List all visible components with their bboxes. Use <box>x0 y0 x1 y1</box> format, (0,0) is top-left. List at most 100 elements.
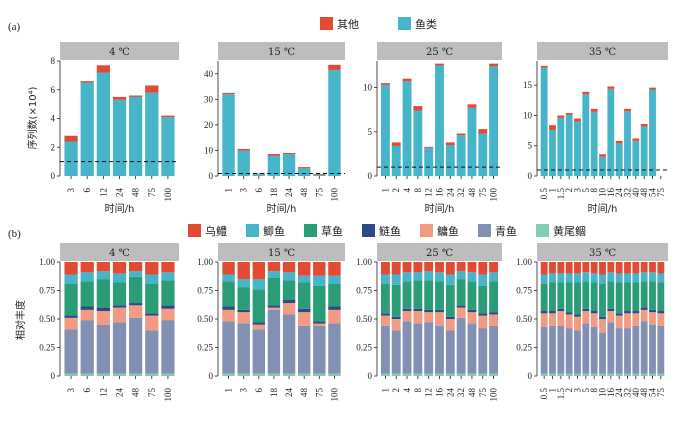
bar-segment <box>64 329 78 374</box>
bar-segment <box>456 307 466 318</box>
bar-segment <box>380 84 390 176</box>
bar-segment <box>445 319 455 331</box>
bar-segment <box>435 262 444 273</box>
x-tick-label: 12 <box>424 188 434 197</box>
bar-segment <box>489 373 499 376</box>
bar-segment <box>574 373 581 376</box>
y-tick-label: 20 <box>204 120 214 130</box>
bar-segment <box>549 125 556 130</box>
bar-segment <box>413 106 423 111</box>
bar-segment <box>574 314 581 317</box>
bar-segment <box>161 115 175 118</box>
bar-segment <box>297 308 311 313</box>
x-tick-label: 54 <box>648 388 658 398</box>
bar-segment <box>582 281 590 309</box>
bar-segment <box>565 314 573 329</box>
bar-segment <box>252 289 266 323</box>
bar-segment <box>590 108 598 112</box>
bar-segment <box>599 316 606 319</box>
bar-segment <box>413 311 423 324</box>
bar-segment <box>402 321 412 374</box>
bar-segment <box>582 308 590 312</box>
bar-segment <box>161 373 175 376</box>
bar-segment <box>640 126 648 176</box>
facet-strip <box>218 42 345 60</box>
bar-segment <box>582 262 590 273</box>
x-tick-label: 3 <box>66 388 76 393</box>
bar-segment <box>632 313 640 326</box>
bar-segment <box>282 373 296 376</box>
x-tick-label: 75 <box>478 188 488 198</box>
y-tick-label: 0 <box>528 371 533 381</box>
bar-segment <box>145 373 159 376</box>
bar-segment <box>282 303 296 315</box>
y-tick-label: 0.50 <box>197 314 213 324</box>
x-tick-label: 4 <box>402 388 412 393</box>
legend-bottom-swatch <box>478 224 491 237</box>
bar-segment <box>129 373 143 376</box>
bar-segment <box>615 273 623 283</box>
bar-segment <box>80 320 94 374</box>
bar-segment <box>112 307 127 323</box>
bar-segment <box>313 285 326 322</box>
bar-segment <box>540 373 548 376</box>
bar-segment <box>402 272 412 282</box>
bar-segment <box>112 262 127 274</box>
bar-segment <box>574 121 581 176</box>
x-tick-label: 6 <box>254 188 264 193</box>
bar-segment <box>445 330 455 374</box>
bar-segment <box>456 373 466 376</box>
bar-segment <box>380 262 390 275</box>
bar-segment <box>565 273 573 283</box>
bar-segment <box>391 274 401 285</box>
x-tick-label: 16 <box>435 188 445 198</box>
bar-segment <box>129 276 143 304</box>
bar-segment <box>582 91 590 95</box>
bar-segment <box>607 272 615 282</box>
x-tick-label: 75 <box>478 388 488 398</box>
bar-segment <box>435 312 444 326</box>
y-tick-label: 0.25 <box>516 343 532 353</box>
legend-bottom-swatch <box>246 224 259 237</box>
bar-segment <box>297 282 311 309</box>
legend-top: 其他 鱼类 <box>320 17 437 31</box>
bar-segment <box>632 373 640 376</box>
bar-segment <box>313 373 326 376</box>
x-tick-label: 32 <box>456 188 466 197</box>
bar-segment <box>607 311 615 323</box>
x-tick-label: 24 <box>614 188 624 198</box>
bar-segment <box>582 323 590 374</box>
bar-segment <box>424 309 434 313</box>
bar-segment <box>237 309 250 313</box>
bar-segment <box>391 373 401 376</box>
facet-strip-label: 4 ℃ <box>109 248 130 259</box>
bar-segment <box>467 312 477 324</box>
x-tick-label: 40 <box>631 388 641 398</box>
y-tick-label: 1.00 <box>39 257 55 267</box>
bar-segment <box>161 117 175 176</box>
bar-segment <box>467 309 477 313</box>
bar-segment <box>632 282 640 312</box>
bar-segment <box>565 373 573 376</box>
x-tick-label: 3 <box>66 188 76 193</box>
bar-segment <box>557 311 565 326</box>
bar-segment <box>445 145 455 176</box>
x-tick-label: 100 <box>489 188 499 202</box>
x-axis-label: 时间/h <box>425 202 455 215</box>
x-tick-label: 3 <box>573 188 583 193</box>
bar-segment <box>649 373 656 376</box>
bar-segment <box>540 67 548 176</box>
bar-segment <box>112 99 127 176</box>
bar-segment <box>222 92 235 95</box>
y-tick-label: 0.50 <box>356 314 372 324</box>
bar-segment <box>161 272 175 281</box>
bar-segment <box>557 308 565 312</box>
bar-segment <box>282 280 296 300</box>
bar-segment <box>435 373 444 376</box>
bar-segment <box>649 324 656 374</box>
y-tick-label: 5 <box>528 141 533 151</box>
bar-segment <box>252 262 266 280</box>
bar-segment <box>161 262 175 273</box>
facet-strip-label: 25 ℃ <box>426 47 453 58</box>
bar-segment <box>632 325 640 374</box>
